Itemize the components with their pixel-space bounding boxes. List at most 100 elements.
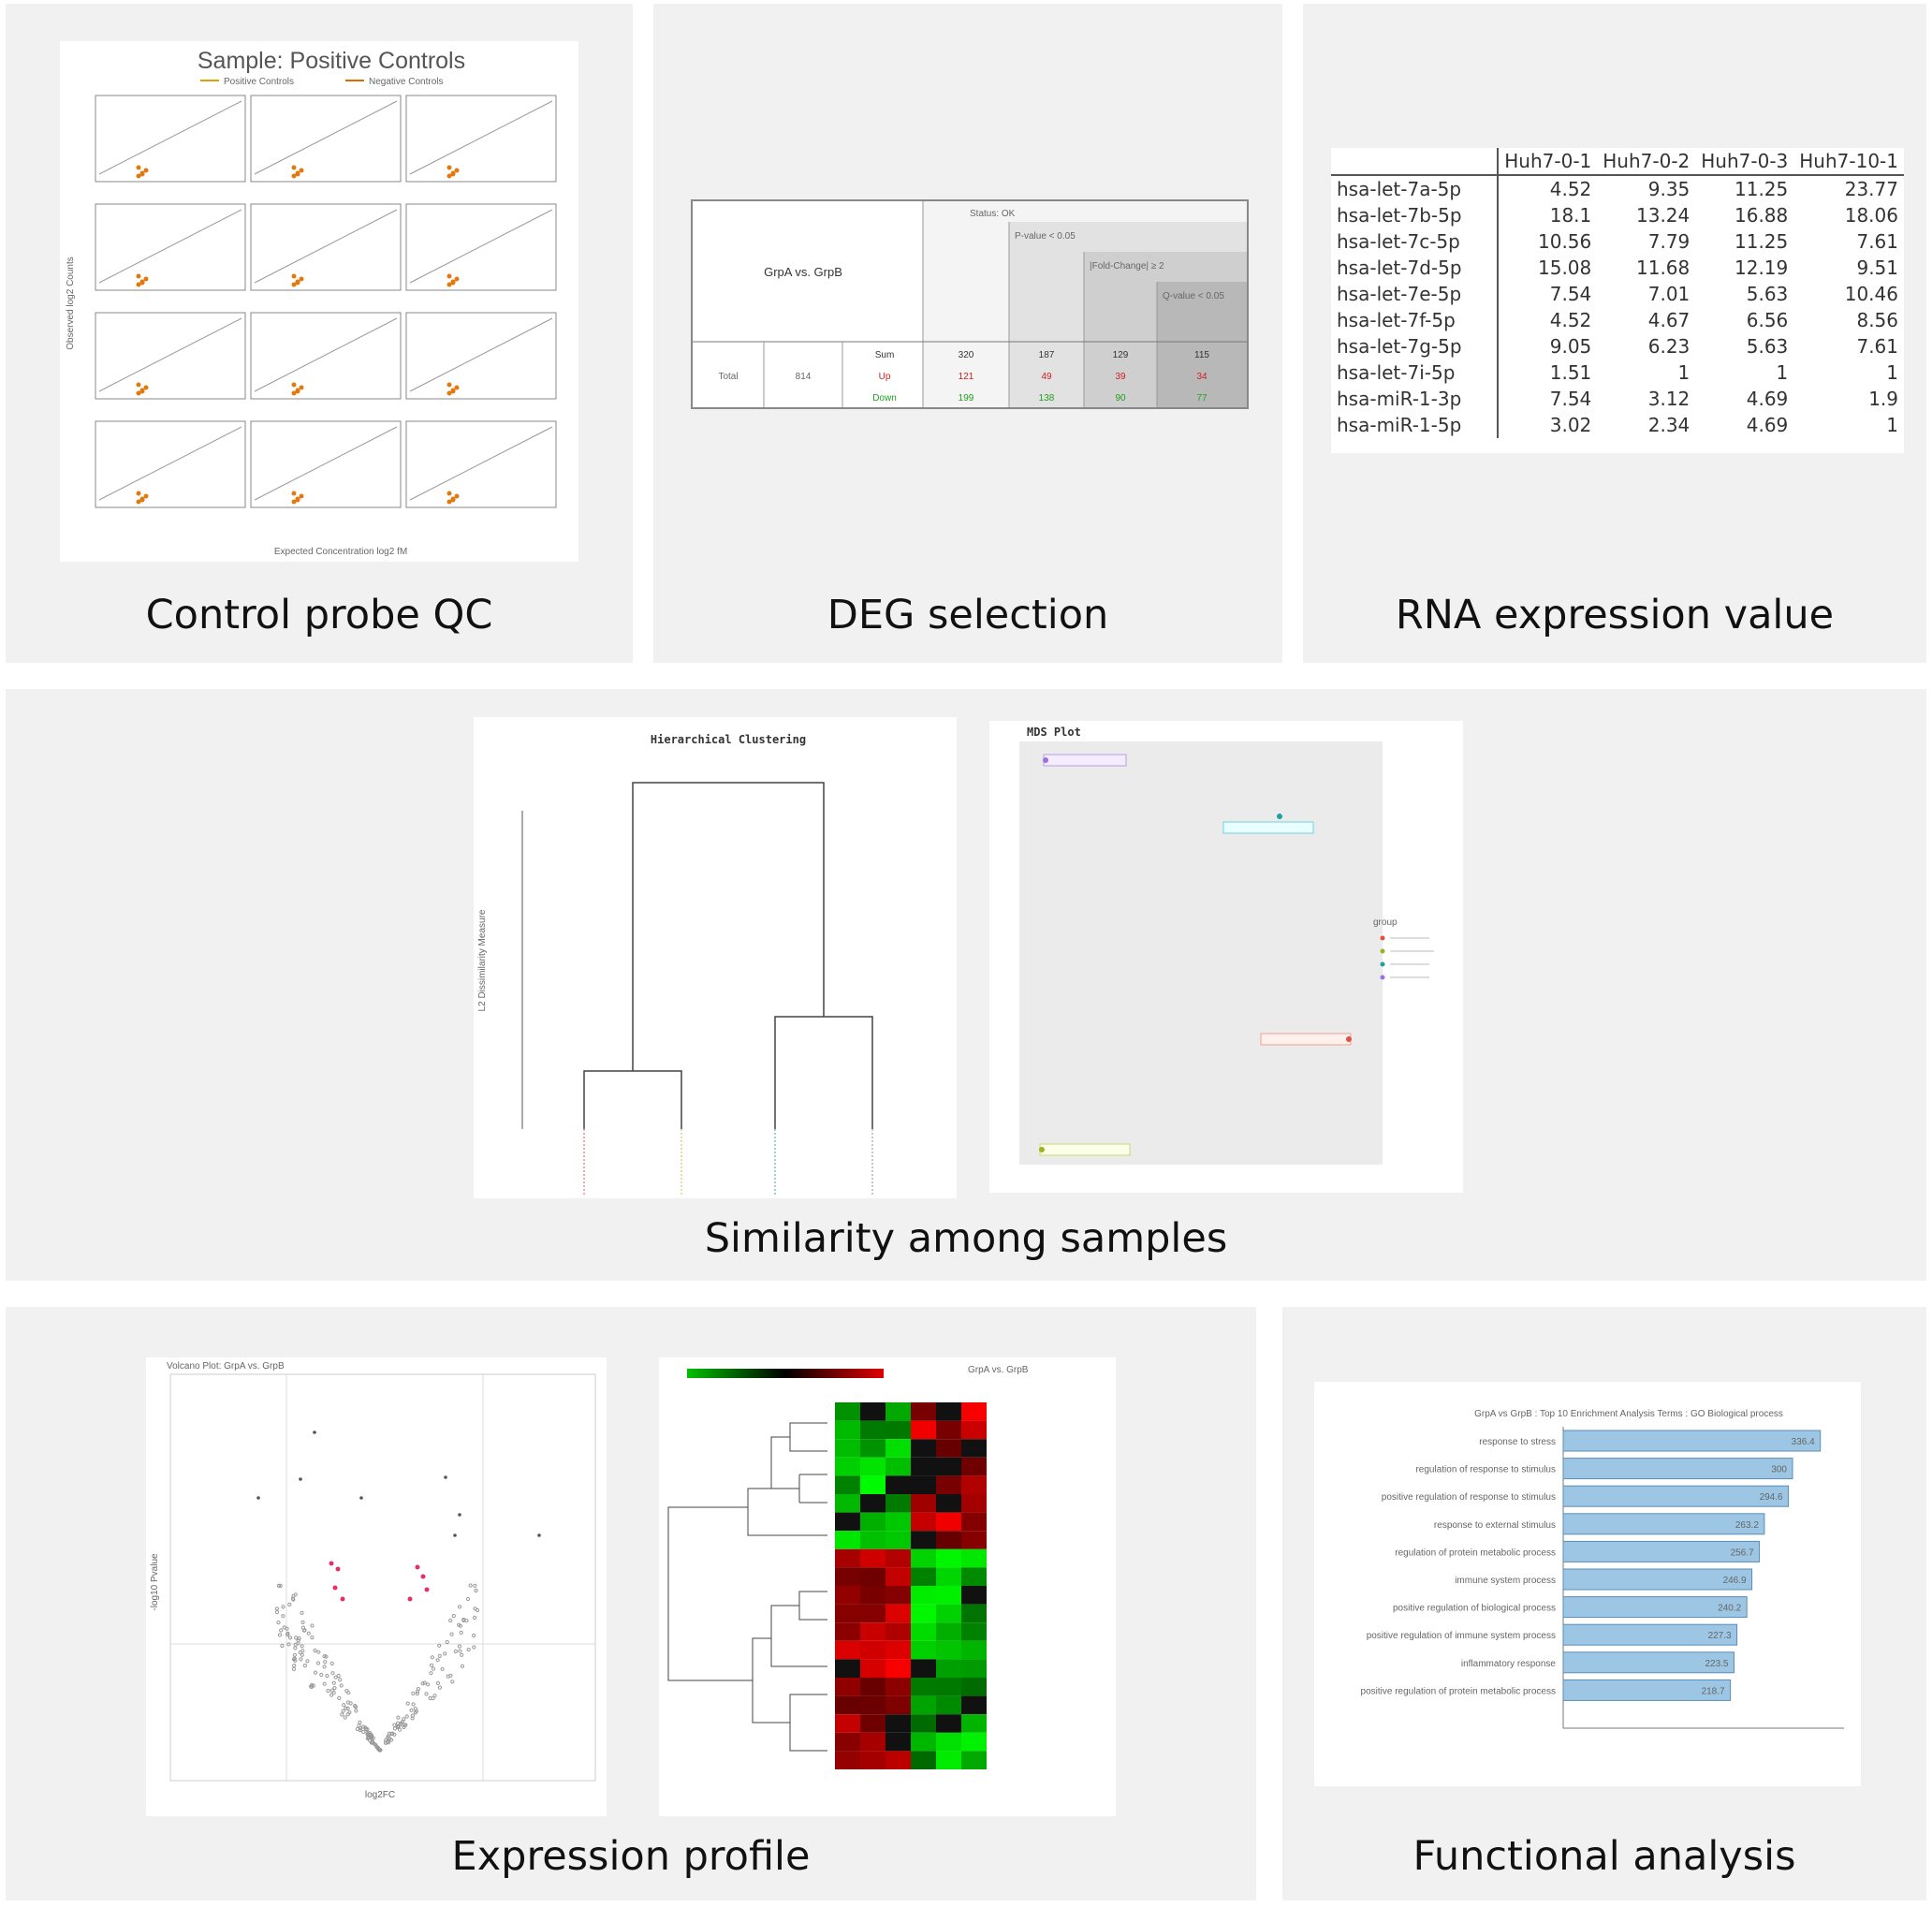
heatmap-cell [860,1494,886,1513]
bar-label: immune system process [1455,1576,1556,1586]
volcano-top-point [299,1477,302,1481]
volcano-point [345,1700,350,1705]
volcano-point [285,1633,290,1637]
volcano-point [366,1731,371,1737]
heatmap-cell [961,1714,987,1733]
volcano-point [431,1666,436,1671]
volcano-point [342,1703,346,1708]
volcano-point [332,1686,337,1691]
volcano-point [437,1653,442,1658]
qc-point [136,282,141,287]
qc-point [446,499,452,505]
expression-value: 4.69 [1746,414,1789,436]
heatmap-cell [835,1695,860,1715]
heatmap-cells [835,1402,987,1769]
heatmap-cell [911,1457,936,1476]
volcano-point [357,1724,361,1728]
table-row: hsa-miR-1-3p 7.54 3.12 4.69 1.9 [1331,386,1904,412]
heatmap-cell [886,1420,911,1440]
volcano-point [415,1692,419,1696]
heatmap-cell [911,1531,936,1549]
heatmap-cell [936,1531,961,1549]
bar-label: regulation of response to stimulus [1415,1465,1556,1475]
expression-caption: Expression profile [451,1833,811,1880]
heatmap-cell [936,1548,961,1568]
volcano-point [397,1727,402,1732]
bar-label: inflammatory response [1461,1659,1557,1669]
volcano-top-point [256,1496,260,1500]
qc-point [136,173,141,179]
heatmap-cell [936,1640,961,1660]
qc-point [136,390,141,396]
expression-value: 6.56 [1746,309,1789,331]
heatmap-cell [860,1512,886,1532]
heatmap-cell [936,1420,961,1440]
bar-value: 336.4 [1792,1437,1815,1447]
expression-value: 15.08 [1538,257,1592,279]
volcano-point [330,1671,335,1676]
bar-value: 294.6 [1760,1492,1783,1503]
volcano-point [346,1691,351,1695]
qc-point [291,499,297,505]
heatmap-cell [835,1586,860,1605]
volcano-point [280,1643,285,1649]
volcano-point [387,1731,391,1736]
deg-cell: 320 [959,350,974,360]
heatmap-cell [911,1622,936,1641]
heatmap-cell [860,1531,886,1549]
volcano-figure: Volcano Plot: GrpA vs. GrpB -log10 Pvalu… [146,1357,607,1816]
qc-point [143,168,149,173]
qc-point [139,389,145,394]
volcano-point [310,1636,315,1640]
qc-point [136,165,141,170]
volcano-point [286,1642,291,1647]
heatmap-figure: GrpA vs. GrpB [659,1357,1116,1816]
heatmap-cell [911,1567,936,1586]
deg-row-label: Total [718,372,738,382]
volcano-point [324,1654,329,1659]
mirna-name: hsa-let-7c-5p [1331,228,1500,255]
deg-cell: 121 [959,372,974,382]
expression-value: 1 [1886,361,1898,384]
heatmap-cell [886,1678,911,1696]
volcano-point [450,1680,455,1684]
deg-filter-status: Status: OK [970,209,1016,219]
heatmap-cell [886,1622,911,1641]
volcano-xlabel: log2FC [365,1790,395,1800]
heatmap-cell [835,1567,860,1586]
volcano-point [374,1744,379,1749]
deg-cells: Sum 320 187 129 115 Up 121 49 39 34 Down 199 138 90 77 [872,350,1209,403]
rna-table-body: hsa-let-7a-5p 4.52 9.35 11.25 23.77 hsa-let-7… [1331,175,1904,438]
bar [1562,1651,1734,1674]
bar-value: 263.2 [1735,1520,1759,1531]
qc-subplot [405,203,557,291]
legend-negative: Negative Controls [369,77,443,87]
volcano-point [345,1712,350,1717]
heatmap-cell [961,1512,987,1532]
volcano-point [293,1646,298,1650]
qc-subplot [250,420,402,508]
volcano-top-point [444,1475,447,1479]
volcano-point [440,1666,445,1671]
deg-cell: 77 [1196,393,1208,403]
deg-cell: 39 [1115,372,1126,382]
heatmap-cell [961,1622,987,1641]
volcano-point [281,1614,285,1619]
heatmap-cell [961,1732,987,1752]
volcano-point [361,1724,366,1729]
bar [1562,1596,1748,1619]
volcano-point [313,1649,317,1653]
deg-caption: DEG selection [827,592,1109,638]
expression-value: 13.24 [1636,204,1690,227]
qc-point [136,499,141,505]
expression-value: 4.69 [1746,388,1789,410]
volcano-point [396,1715,401,1720]
heatmap-cell [911,1714,936,1733]
volcano-point [474,1588,478,1593]
deg-filter-pvalue: P-value < 0.05 [1015,231,1076,242]
volcano-point [344,1706,348,1710]
bar-label: response to stress [1479,1437,1556,1447]
heatmap-cell [886,1531,911,1549]
qc-point [299,168,304,173]
heatmap-cell [835,1622,860,1641]
